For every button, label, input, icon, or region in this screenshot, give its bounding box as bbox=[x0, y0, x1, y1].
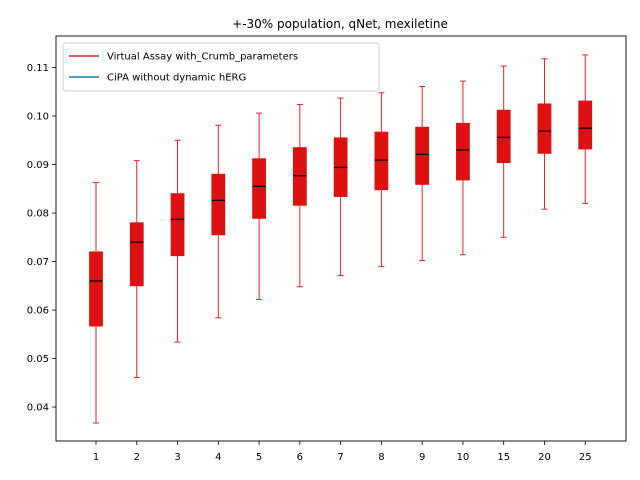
box-plot-8 bbox=[374, 92, 389, 267]
x-tick-label: 4 bbox=[215, 452, 221, 463]
box-iqr bbox=[578, 100, 593, 150]
x-tick-label: 3 bbox=[174, 452, 180, 463]
box-plot-7 bbox=[333, 97, 348, 277]
y-tick-label: 0.05 bbox=[27, 354, 49, 365]
box-plot-1 bbox=[89, 182, 103, 424]
y-tick-label: 0.04 bbox=[27, 403, 49, 414]
box-iqr bbox=[129, 222, 144, 287]
boxes-layer bbox=[89, 54, 593, 424]
box-iqr bbox=[456, 122, 470, 181]
x-tick-label: 2 bbox=[134, 452, 140, 463]
x-tick-label: 20 bbox=[538, 452, 551, 463]
y-tick-label: 0.09 bbox=[27, 160, 49, 171]
box-iqr bbox=[211, 173, 226, 236]
x-tick-label: 10 bbox=[457, 452, 470, 463]
legend-label: Virtual Assay with_Crumb_parameters bbox=[107, 52, 298, 63]
legend-frame bbox=[62, 42, 380, 92]
box-iqr bbox=[374, 131, 389, 191]
box-plot-9 bbox=[415, 85, 430, 262]
legend-label: CiPA without dynamic hERG bbox=[107, 73, 246, 84]
legend: Virtual Assay with_Crumb_parameters CiPA … bbox=[62, 42, 380, 92]
box-iqr bbox=[415, 126, 430, 185]
box-plot-6 bbox=[292, 103, 307, 288]
y-tick-label: 0.11 bbox=[27, 63, 49, 74]
box-iqr bbox=[537, 103, 552, 154]
x-tick-label: 7 bbox=[337, 452, 343, 463]
box-iqr bbox=[292, 147, 307, 206]
x-tick-label: 1 bbox=[93, 452, 99, 463]
box-plot-5 bbox=[252, 112, 266, 300]
box-plot-3 bbox=[170, 139, 185, 343]
box-plot-10 bbox=[456, 80, 470, 256]
box-plot-25 bbox=[578, 54, 593, 204]
box-iqr bbox=[89, 251, 103, 327]
x-tick-label: 6 bbox=[297, 452, 303, 463]
box-plot-4 bbox=[211, 124, 226, 319]
x-tick-label: 5 bbox=[256, 452, 262, 463]
y-tick-label: 0.06 bbox=[27, 306, 49, 317]
x-tick-label: 8 bbox=[378, 452, 384, 463]
x-tick-label: 25 bbox=[579, 452, 592, 463]
x-axis: 1 2 3 4 5 6 7 8 9 10 15 20 25 bbox=[93, 441, 592, 463]
x-tick-label: 9 bbox=[419, 452, 425, 463]
box-iqr bbox=[170, 193, 185, 257]
y-tick-label: 0.07 bbox=[27, 257, 49, 268]
box-plot-15 bbox=[496, 65, 511, 238]
x-tick-label: 15 bbox=[497, 452, 510, 463]
y-axis: 0.04 0.05 0.06 0.07 0.08 0.09 0.10 0.11 bbox=[27, 63, 56, 414]
chart-title: +-30% population, qNet, mexiletine bbox=[232, 17, 448, 31]
box-iqr bbox=[496, 109, 511, 163]
y-tick-label: 0.10 bbox=[27, 112, 49, 123]
box-iqr bbox=[252, 158, 266, 219]
box-plot-2 bbox=[129, 160, 144, 378]
y-tick-label: 0.08 bbox=[27, 209, 49, 220]
box-plot-20 bbox=[537, 58, 552, 210]
